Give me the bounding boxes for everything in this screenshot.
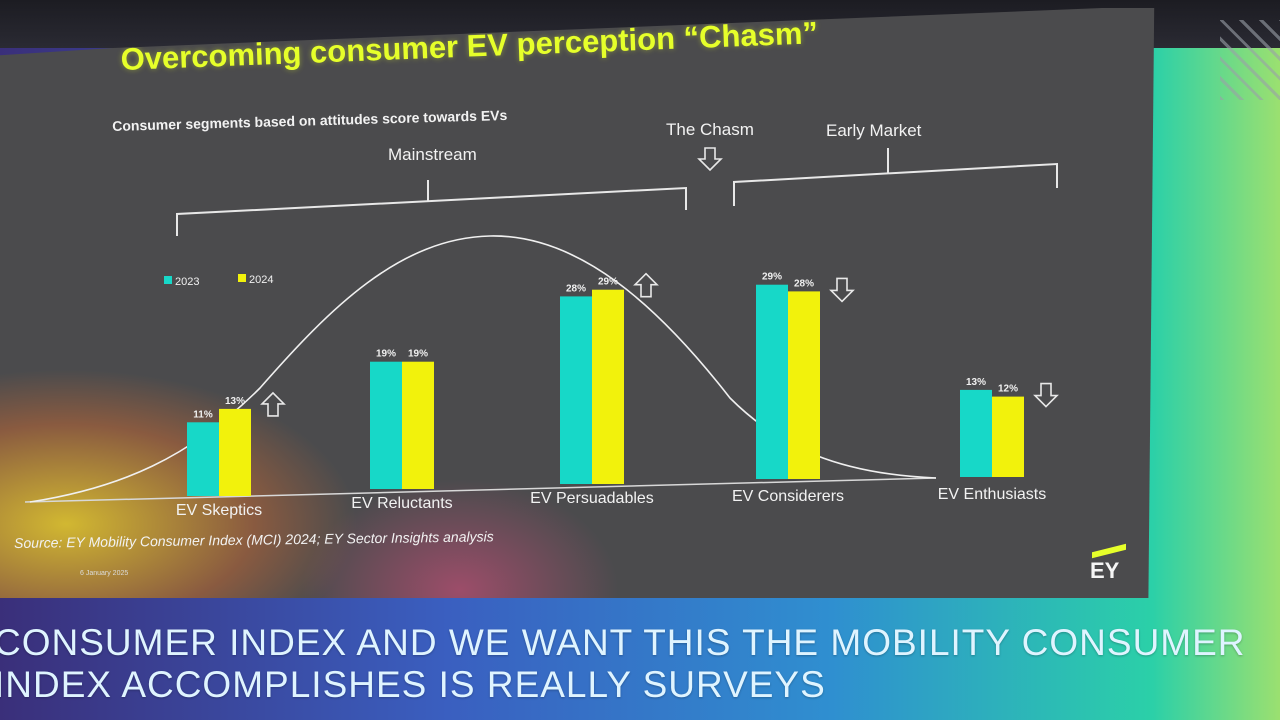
data-label-2024-1: 19% (408, 349, 428, 360)
category-label-4: EV Enthusiasts (938, 486, 1047, 503)
category-label-0: EV Skeptics (176, 502, 262, 519)
stage-light-glow (0, 368, 360, 598)
legend-swatch-2023 (164, 276, 172, 284)
bar-2024-2 (592, 289, 624, 484)
category-label-1: EV Reluctants (351, 495, 452, 512)
data-label-2023-0: 11% (193, 409, 213, 420)
stage-light-glow-mid (300, 478, 620, 598)
up-arrow-icon-2 (633, 272, 659, 298)
group-label-mainstream: Mainstream (388, 145, 477, 164)
chart-legend: 2023 2024 (164, 274, 273, 288)
category-label-3: EV Considerers (732, 488, 844, 505)
bar-2023-0 (187, 422, 219, 496)
bar-2023-2 (560, 296, 592, 484)
bar-2024-1 (402, 361, 434, 489)
bar-2024-4 (992, 396, 1024, 477)
bar-2024-0 (219, 408, 251, 496)
bar-2023-3 (756, 284, 788, 479)
ceiling-truss (1220, 20, 1280, 100)
down-arrow-icon-3 (829, 277, 855, 303)
data-label-2024-0: 13% (225, 396, 245, 407)
chasm-arrow-icon (697, 147, 723, 172)
bar-2024-3 (788, 291, 820, 479)
presentation-slide: Overcoming consumer EV perception “Chasm… (0, 8, 1155, 598)
bar-2023-4 (960, 389, 992, 477)
legend-label-2024: 2024 (249, 274, 273, 286)
bar-2023-1 (370, 361, 402, 489)
baseline (24, 477, 937, 503)
legend-swatch-2024 (238, 274, 246, 282)
group-label-chasm: The Chasm (666, 120, 754, 139)
data-label-2023-2: 28% (566, 283, 586, 294)
ey-logo: EY (1088, 543, 1128, 584)
live-caption-line-1: CONSUMER INDEX AND WE WANT THIS THE MOBI… (0, 622, 1246, 663)
up-arrow-icon-0 (260, 391, 286, 417)
data-label-2024-3: 28% (794, 278, 814, 289)
bracket-mainstream (176, 180, 687, 236)
category-label-2: EV Persuadables (530, 490, 654, 507)
data-label-2024-4: 12% (998, 384, 1018, 395)
data-label-2023-3: 29% (762, 272, 782, 283)
slide-date: 6 January 2025 (80, 570, 129, 577)
down-arrow-icon-4 (1033, 382, 1059, 408)
bar-chart: 2023 2024 11% 13% EV Skeptics 19% 19% EV Relu… (24, 147, 1059, 519)
data-label-2023-4: 13% (966, 377, 986, 388)
live-caption-line-2: INDEX ACCOMPLISHES IS REALLY SURVEYS (0, 664, 826, 705)
legend-label-2023: 2023 (175, 276, 199, 288)
ey-logo-text: EY (1090, 558, 1120, 583)
bracket-early-market (733, 148, 1058, 206)
data-label-2024-2: 29% (598, 277, 618, 288)
group-label-early-market: Early Market (826, 121, 922, 140)
data-label-2023-1: 19% (376, 349, 396, 360)
